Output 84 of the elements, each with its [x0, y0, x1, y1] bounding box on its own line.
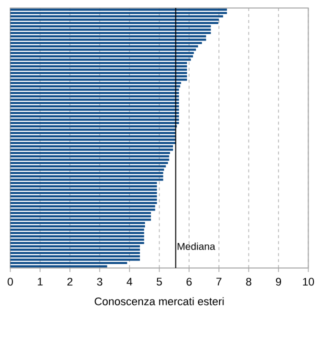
bar	[10, 68, 188, 71]
bar	[10, 185, 157, 188]
bar	[10, 15, 224, 18]
bar	[10, 212, 151, 214]
bar	[10, 72, 188, 74]
bar	[10, 242, 144, 244]
x-tick-label: 10	[303, 278, 314, 286]
x-tick-label: 9	[276, 278, 282, 286]
bar	[10, 255, 140, 258]
bar	[10, 28, 211, 31]
bar	[10, 92, 179, 94]
bar	[10, 215, 151, 218]
x-tick-label: 7	[216, 278, 222, 286]
bar	[10, 252, 140, 254]
x-tick-label: 3	[97, 278, 102, 286]
bar	[10, 62, 188, 64]
bar	[10, 75, 188, 78]
bar	[10, 78, 188, 81]
bar	[10, 225, 145, 228]
bar	[10, 232, 144, 234]
x-axis-title: Conoscenza mercati esteri	[94, 297, 224, 306]
bar	[10, 258, 140, 261]
bar	[10, 122, 179, 124]
bar	[10, 138, 176, 141]
bar	[10, 145, 174, 148]
bar	[10, 238, 144, 241]
bar	[10, 128, 176, 131]
bar	[10, 135, 176, 138]
bar	[10, 218, 151, 221]
bar	[10, 52, 194, 54]
x-tick-label: 8	[246, 278, 252, 286]
bar	[10, 85, 180, 88]
bar	[10, 12, 227, 14]
bar	[10, 208, 156, 211]
x-tick-label: 2	[67, 278, 72, 286]
bar	[10, 65, 188, 68]
bar	[10, 108, 179, 111]
bar	[10, 18, 219, 21]
bar	[10, 158, 170, 161]
bar	[10, 152, 170, 154]
bar	[10, 8, 227, 11]
bar	[10, 132, 176, 134]
bar	[10, 155, 170, 158]
bar	[10, 45, 198, 48]
bar	[10, 228, 144, 231]
bar	[10, 98, 179, 101]
bar	[10, 55, 193, 58]
bar	[10, 95, 179, 98]
bar	[10, 118, 179, 121]
bar	[10, 32, 211, 34]
bar	[10, 235, 144, 238]
bar	[10, 48, 196, 51]
bar	[10, 142, 176, 144]
bar	[10, 162, 168, 164]
bar	[10, 22, 218, 24]
bar	[10, 198, 157, 201]
x-tick-label: 1	[38, 278, 43, 286]
bar	[10, 168, 164, 171]
ref-line-label: Mediana	[178, 242, 216, 250]
bar	[10, 175, 164, 178]
bar	[10, 195, 157, 198]
bar	[10, 58, 191, 61]
bar	[10, 192, 157, 194]
x-tick-label: 6	[186, 278, 192, 286]
bar	[10, 248, 140, 251]
x-tick-label: 0	[8, 278, 13, 286]
bar	[10, 88, 179, 91]
bar	[10, 245, 140, 248]
bar	[10, 205, 156, 208]
bar	[10, 202, 157, 204]
bar	[10, 165, 166, 168]
bar	[10, 112, 179, 114]
x-tick-label: 4	[126, 278, 132, 286]
x-tick-label: 5	[156, 278, 162, 286]
bar	[10, 42, 202, 44]
bar	[10, 102, 179, 104]
bar	[10, 38, 206, 41]
bar	[10, 178, 164, 181]
bar	[10, 188, 157, 191]
bar	[10, 105, 179, 108]
bar	[10, 125, 177, 128]
bar	[10, 115, 179, 118]
bar	[10, 172, 164, 174]
bar	[10, 148, 174, 151]
